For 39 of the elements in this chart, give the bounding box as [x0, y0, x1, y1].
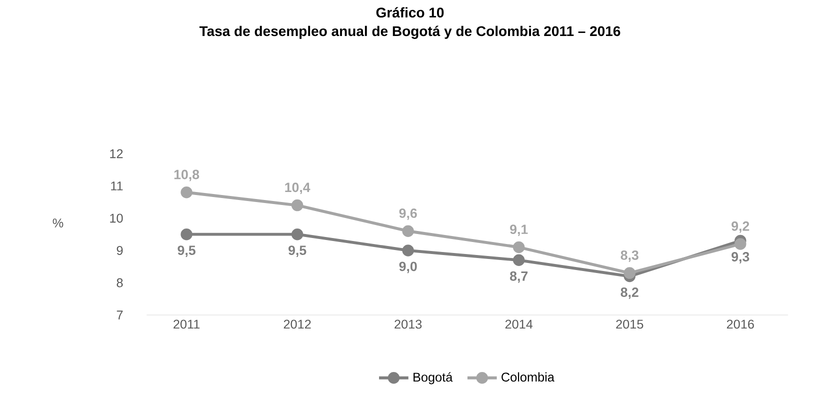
- data-label: 9,1: [510, 224, 528, 236]
- point: [734, 238, 746, 250]
- data-label: 9,2: [732, 221, 750, 233]
- y-tick-label: 9: [116, 246, 123, 255]
- legend-label: Colombia: [502, 372, 554, 382]
- point: [402, 225, 414, 237]
- data-label: 9,5: [178, 246, 196, 257]
- x-tick-label: 2013: [394, 320, 422, 329]
- point: [180, 228, 192, 240]
- legend-label: Bogotá: [414, 372, 453, 384]
- point: [180, 186, 192, 198]
- data-label: 8,7: [510, 271, 528, 283]
- data-label: 8,3: [620, 250, 638, 262]
- point: [512, 241, 525, 254]
- point: [624, 267, 636, 279]
- y-tick-label: 8: [116, 278, 123, 288]
- point: [402, 244, 414, 256]
- data-label: 10,8: [174, 170, 200, 182]
- y-tick-label: 10: [110, 214, 123, 223]
- point: [512, 254, 525, 266]
- x-tick-label: 2016: [726, 320, 754, 329]
- chart-subtitle: Tasa de desempleo anual de Bogotá y de Colombia 2011 – 2016: [199, 26, 620, 39]
- point: [291, 199, 304, 212]
- y-tick-label: 12: [110, 149, 123, 158]
- data-label: 9,0: [399, 262, 417, 274]
- x-tick-label: 2012: [284, 320, 311, 329]
- y-tick-label: 11: [111, 182, 123, 190]
- data-label: 8,2: [620, 288, 638, 299]
- data-label: 9,3: [732, 252, 750, 264]
- x-tick-label: 2011: [174, 320, 200, 329]
- y-axis-title: %: [52, 218, 64, 228]
- x-tick-label: 2015: [616, 320, 644, 329]
- data-label: 9,6: [399, 208, 417, 220]
- chart-title: Gráfico 10: [376, 7, 444, 18]
- point: [291, 228, 304, 240]
- x-tick-label: 2014: [505, 320, 533, 329]
- y-tick-label: 7: [116, 310, 123, 320]
- data-label: 9,5: [288, 246, 306, 257]
- data-label: 10,4: [285, 182, 310, 194]
